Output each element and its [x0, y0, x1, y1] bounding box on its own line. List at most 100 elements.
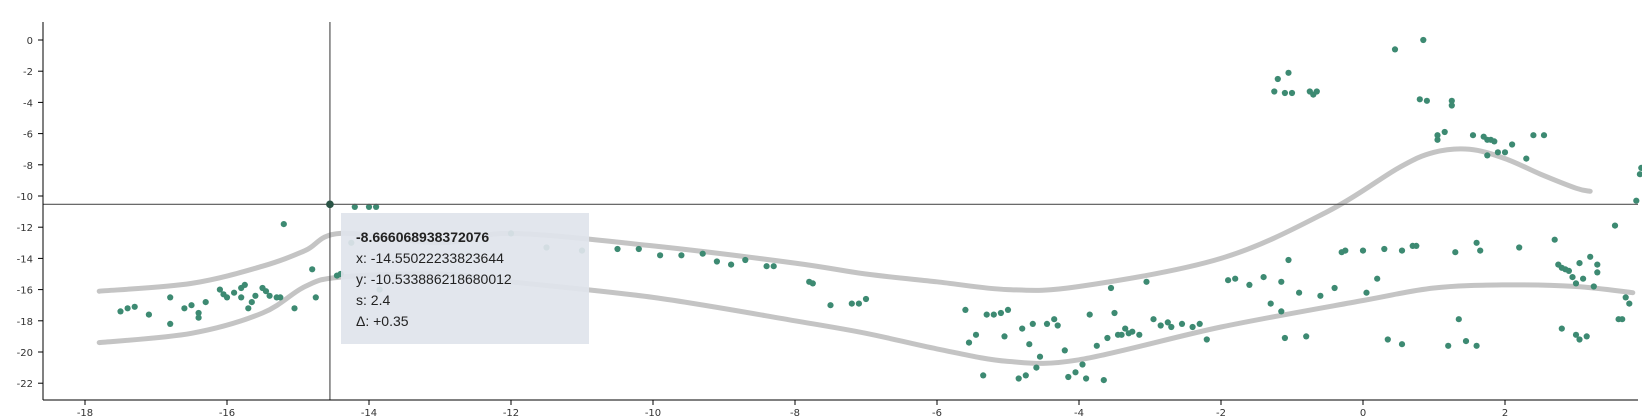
data-point — [1516, 244, 1523, 251]
tooltip-delta: Δ: +0.35 — [356, 313, 409, 329]
data-point — [699, 250, 706, 257]
data-point — [1019, 325, 1026, 332]
data-point — [1022, 372, 1029, 379]
data-point — [1093, 342, 1100, 349]
data-point — [124, 305, 131, 312]
data-point — [1281, 334, 1288, 342]
data-point — [1572, 280, 1580, 287]
data-point — [1448, 97, 1455, 104]
data-point — [1072, 369, 1079, 376]
data-point — [1296, 289, 1303, 296]
data-point — [1434, 132, 1441, 139]
data-point — [1569, 274, 1576, 281]
data-point — [997, 309, 1005, 317]
data-point — [1086, 311, 1093, 318]
data-point — [231, 289, 238, 296]
data-point — [1232, 275, 1239, 282]
axes: 0-2-4-6-8-10-12-14-16-18-20-22-18 -16 -14-… — [17, 22, 1638, 419]
data-point — [983, 311, 990, 318]
y-tick-label: -16 — [17, 286, 33, 297]
data-point — [728, 261, 735, 268]
data-point — [1178, 320, 1186, 327]
data-point — [1494, 149, 1501, 156]
crosshair — [43, 22, 1638, 400]
data-point — [1054, 322, 1061, 329]
data-point — [1079, 361, 1086, 368]
data-point — [713, 258, 721, 265]
data-point — [1246, 281, 1253, 288]
y-tick-label: -18 — [17, 317, 33, 328]
tooltip-title: -8.666068938372076 — [356, 229, 490, 245]
data-point — [1157, 322, 1164, 329]
data-point — [1565, 267, 1572, 274]
x-tick-label: 2 — [1502, 408, 1508, 419]
data-point — [809, 280, 816, 287]
data-point — [1580, 275, 1587, 282]
x-tick-label: -4 — [1074, 408, 1084, 419]
data-point — [763, 263, 770, 270]
data-point — [1029, 320, 1036, 327]
data-point — [1359, 247, 1367, 254]
data-point — [1594, 261, 1601, 268]
data-point — [1150, 316, 1157, 323]
data-point — [1473, 342, 1480, 349]
data-point — [848, 300, 855, 307]
data-point — [1100, 377, 1107, 384]
data-point — [1441, 128, 1448, 136]
data-point — [1033, 364, 1040, 371]
tooltip: -8.666068938372076 x: -14.55022233823644… — [341, 213, 589, 344]
tooltip-y: y: -10.533886218680012 — [356, 271, 512, 287]
data-point — [245, 305, 252, 312]
y-tick-label: -2 — [23, 67, 33, 78]
data-point — [1509, 141, 1516, 148]
data-point — [1576, 336, 1583, 343]
y-tick-label: -14 — [17, 254, 33, 265]
x-tick-label: -18 — [77, 408, 93, 419]
data-point — [131, 303, 138, 310]
data-point — [167, 320, 174, 327]
data-points — [117, 36, 1642, 384]
data-point — [248, 299, 255, 306]
data-point — [1611, 222, 1619, 229]
data-point — [1164, 319, 1171, 326]
y-tick-label: -10 — [17, 192, 33, 203]
data-point — [1381, 245, 1388, 253]
data-point — [280, 221, 287, 228]
data-point — [1342, 247, 1349, 254]
data-point — [1594, 269, 1601, 276]
data-point — [1469, 132, 1477, 139]
data-point — [1274, 75, 1281, 83]
tooltip-x: x: -14.55022233823644 — [356, 250, 504, 266]
data-point — [1001, 333, 1008, 340]
hovered-point — [326, 200, 334, 209]
x-tick-label: -12 — [503, 408, 519, 419]
data-point — [1225, 277, 1232, 284]
y-tick-label: 0 — [27, 36, 33, 47]
data-point — [635, 245, 642, 253]
data-point — [1622, 294, 1629, 301]
data-point — [1136, 331, 1143, 338]
data-point — [223, 294, 231, 301]
data-point — [742, 256, 749, 264]
data-point — [1445, 342, 1452, 349]
y-tick-label: -22 — [17, 379, 33, 390]
data-point — [1083, 375, 1090, 382]
data-point — [1189, 323, 1196, 331]
data-point — [972, 331, 980, 338]
data-point — [1015, 375, 1022, 382]
data-point — [252, 292, 259, 299]
data-point — [1285, 69, 1292, 76]
data-point — [1484, 152, 1491, 159]
data-point — [614, 245, 621, 253]
y-tick-label: -8 — [23, 161, 33, 172]
data-point — [1104, 334, 1111, 342]
data-point — [1107, 284, 1115, 292]
data-point — [1065, 373, 1072, 381]
data-point — [990, 311, 997, 318]
data-point — [1026, 341, 1033, 348]
data-point — [1111, 309, 1118, 317]
data-point — [1168, 323, 1175, 331]
data-point — [365, 203, 373, 210]
data-point — [1636, 171, 1642, 178]
